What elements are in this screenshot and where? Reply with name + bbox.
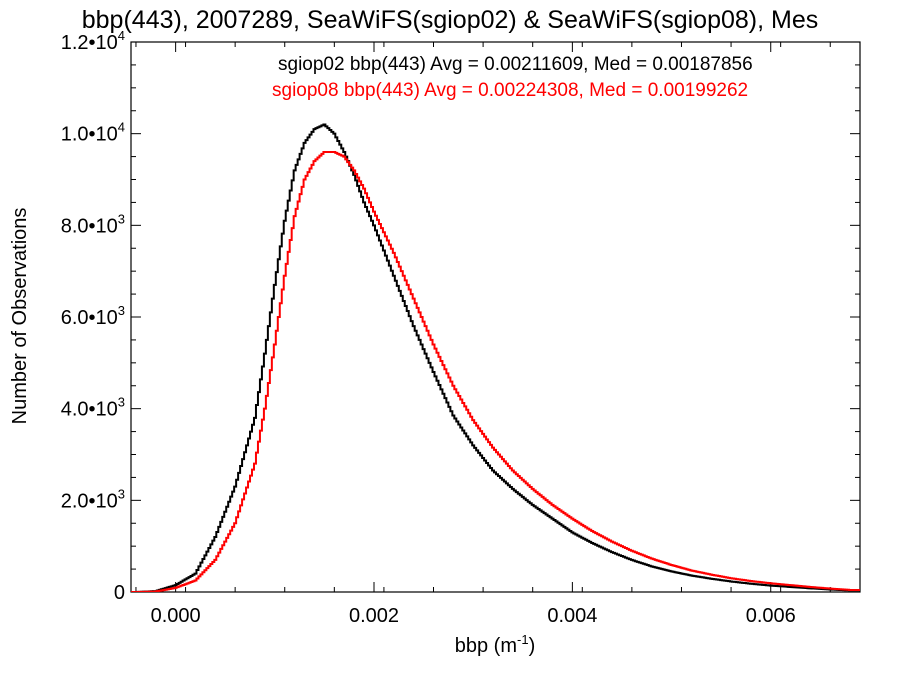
x-tick-label-3: 0.006 bbox=[746, 605, 796, 627]
x-tick-label-1: 0.002 bbox=[349, 605, 399, 627]
x-axis-label-end: ) bbox=[529, 635, 536, 657]
y-tick-label-6: 1.2•104 bbox=[61, 28, 125, 54]
series-line-sgiop08 bbox=[131, 151, 860, 592]
y-axis-label: Number of Observations bbox=[9, 208, 31, 425]
chart-title: bbp(443), 2007289, SeaWiFS(sgiop02) & Se… bbox=[82, 6, 818, 34]
y-tick-label-5: 1.0•104 bbox=[61, 120, 125, 146]
legend-entry-sgiop08: sgiop08 bbp(443) Avg = 0.00224308, Med =… bbox=[272, 80, 748, 101]
series-line-sgiop02 bbox=[131, 123, 860, 592]
y-tick-label-4: 8.0•103 bbox=[61, 211, 125, 237]
y-tick-label-1: 2.0•103 bbox=[61, 486, 125, 512]
x-tick-label-2: 0.004 bbox=[547, 605, 597, 627]
y-tick-label-3: 6.0•103 bbox=[61, 303, 125, 329]
x-axis-label-unit-sup: -1 bbox=[517, 632, 529, 647]
legend-entry-sgiop02: sgiop02 bbp(443) Avg = 0.00211609, Med =… bbox=[278, 54, 753, 75]
x-axis-label: bbp (m-1) bbox=[455, 632, 535, 657]
x-axis-label-base: bbp (m bbox=[455, 635, 517, 657]
x-tick-label-0: 0.000 bbox=[151, 605, 201, 627]
y-tick-label-0: 0 bbox=[114, 582, 125, 604]
y-tick-label-2: 4.0•103 bbox=[61, 395, 125, 421]
